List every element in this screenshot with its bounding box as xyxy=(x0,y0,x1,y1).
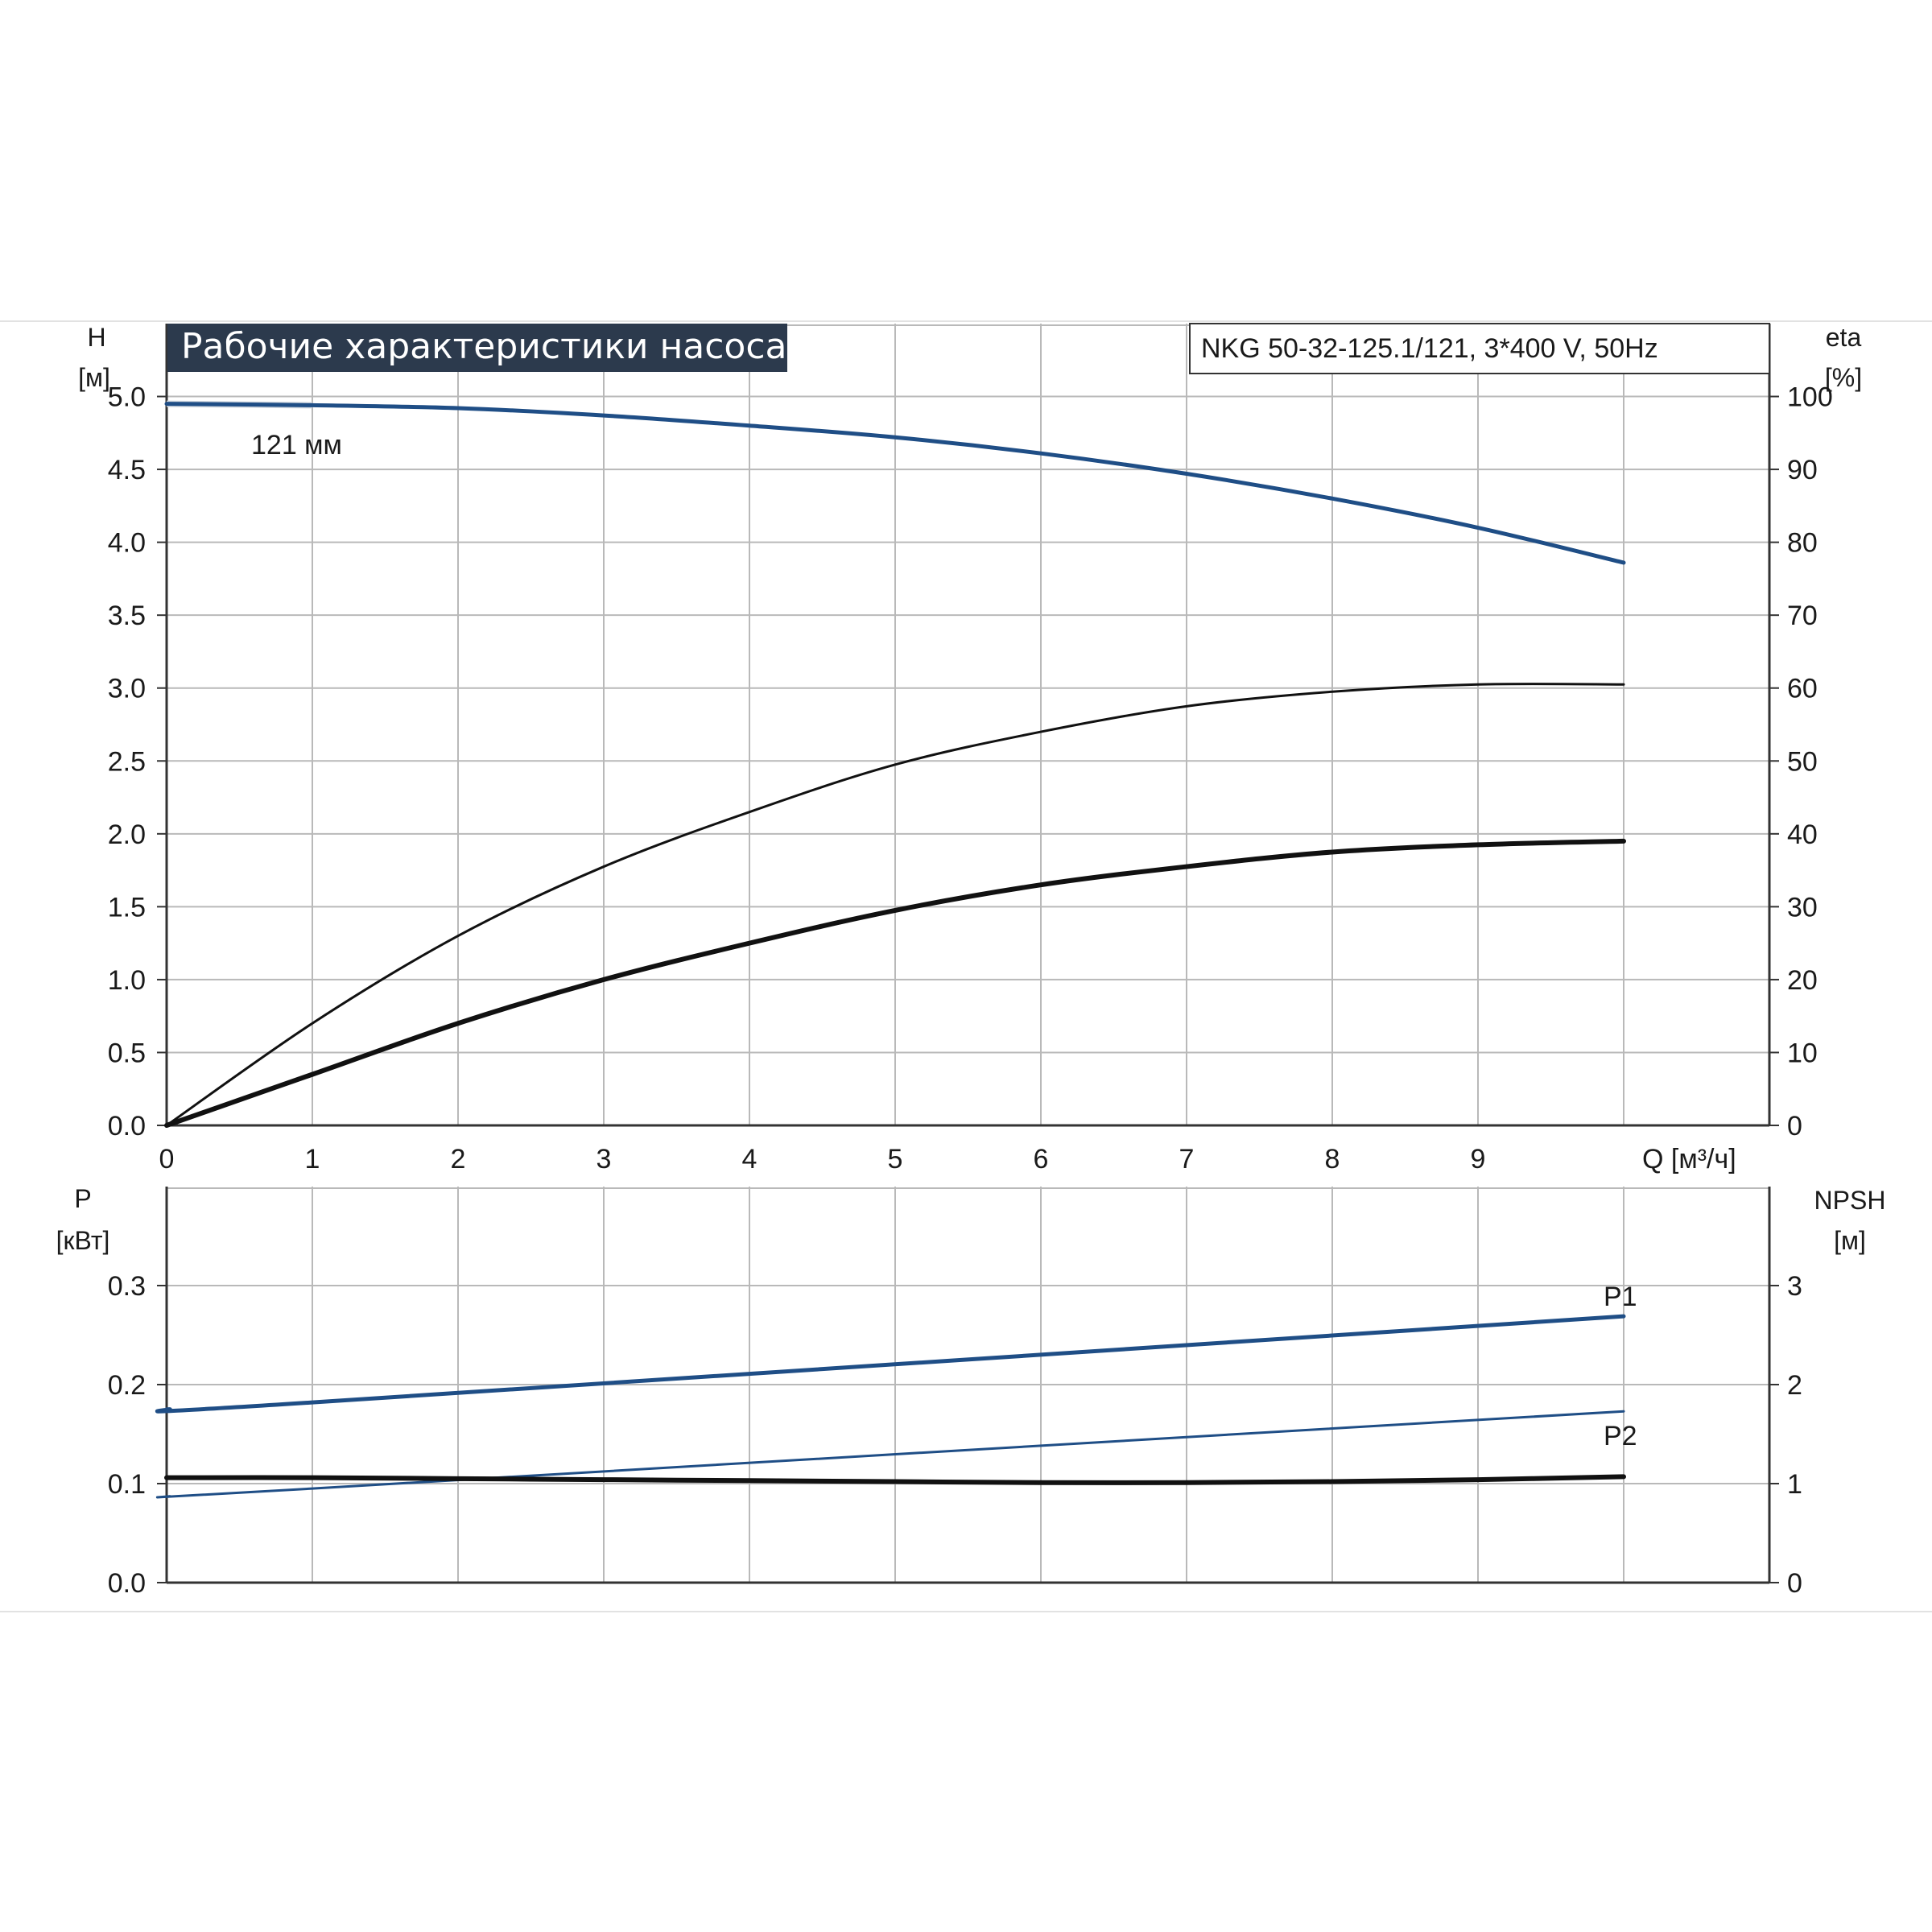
x-tick-label: 8 xyxy=(1325,1144,1340,1174)
impeller-annotation: 121 мм xyxy=(251,430,342,460)
series-line-2 xyxy=(164,1474,1626,1485)
right-tick-label: 60 xyxy=(1787,674,1818,704)
model-label: NKG 50-32-125.1/121, 3*400 V, 50Hz xyxy=(1201,333,1658,364)
title-background xyxy=(167,324,787,372)
q-axis-label: Q [м³/ч] xyxy=(1642,1144,1736,1174)
lower-grid xyxy=(165,1187,1771,1584)
series-line-2 xyxy=(164,838,1626,1128)
right-tick-label: 20 xyxy=(1787,965,1818,996)
eta-axis-label: eta xyxy=(1826,323,1862,352)
left-tick-label: 0.2 xyxy=(108,1370,146,1401)
x-tick-label: 9 xyxy=(1471,1144,1486,1174)
p-axis-label: P xyxy=(74,1184,91,1213)
left-tick-label: 2.0 xyxy=(108,819,146,850)
series-line-0 xyxy=(155,1314,1626,1414)
left-tick-label: 3.5 xyxy=(108,601,146,631)
model-label-frame xyxy=(1189,323,1770,374)
x-tick-label: 6 xyxy=(1034,1144,1049,1174)
eta-axis-unit: [%] xyxy=(1825,363,1862,392)
left-tick-label: 4.5 xyxy=(108,455,146,485)
left-tick-label: 1.5 xyxy=(108,892,146,923)
left-tick-label: 3.0 xyxy=(108,674,146,704)
chart-title-box: Рабочие характеристики насоса xyxy=(167,324,787,372)
right-tick-label: 80 xyxy=(1787,528,1818,559)
x-tick-label: 1 xyxy=(305,1144,320,1174)
upper-tick-labels: 0.00.51.01.52.02.53.03.54.04.55.00102030… xyxy=(108,382,1833,1174)
left-tick-label: 0.1 xyxy=(108,1469,146,1500)
x-tick-label: 2 xyxy=(451,1144,466,1174)
series-label-p2: P2 xyxy=(1604,1421,1637,1451)
p-axis-unit: [кВт] xyxy=(56,1226,110,1255)
right-tick-label: 100 xyxy=(1787,382,1833,413)
x-tick-label: 0 xyxy=(159,1144,175,1174)
right-tick-label: 70 xyxy=(1787,601,1818,631)
right-tick-label: 0 xyxy=(1787,1111,1802,1141)
left-tick-label: 1.0 xyxy=(108,965,146,996)
x-tick-label: 4 xyxy=(742,1144,758,1174)
upper-grid xyxy=(165,324,1771,1127)
left-tick-label: 5.0 xyxy=(108,382,146,413)
right-tick-label: 1 xyxy=(1787,1469,1802,1500)
chart-title: Рабочие характеристики насоса xyxy=(181,326,786,367)
right-tick-label: 90 xyxy=(1787,455,1818,485)
series-line-1 xyxy=(155,1410,1625,1499)
lower-series xyxy=(155,1314,1626,1499)
left-tick-label: 0.0 xyxy=(108,1111,146,1141)
series-line-1 xyxy=(165,683,1625,1127)
right-tick-label: 0 xyxy=(1787,1568,1802,1599)
series-label-p1: P1 xyxy=(1604,1282,1637,1312)
x-tick-label: 7 xyxy=(1179,1144,1195,1174)
right-tick-label: 3 xyxy=(1787,1271,1802,1302)
left-tick-label: 0.0 xyxy=(108,1568,146,1599)
series-line-0 xyxy=(164,402,1626,565)
left-tick-label: 0.5 xyxy=(108,1038,146,1068)
left-tick-label: 4.0 xyxy=(108,528,146,559)
npsh-axis-label: NPSH xyxy=(1814,1186,1886,1215)
h-axis-unit: [м] xyxy=(78,363,110,392)
h-axis-label: H xyxy=(87,323,105,352)
right-tick-label: 2 xyxy=(1787,1370,1802,1401)
right-tick-label: 30 xyxy=(1787,892,1818,923)
left-tick-label: 0.3 xyxy=(108,1271,146,1302)
right-tick-label: 10 xyxy=(1787,1038,1818,1068)
right-tick-label: 50 xyxy=(1787,746,1818,777)
model-label-box: NKG 50-32-125.1/121, 3*400 V, 50Hz xyxy=(1189,323,1770,374)
lower-tick-labels: 0.0 0.1 0.2 0.3 0 1 2 3 xyxy=(108,1271,1802,1599)
x-tick-label: 3 xyxy=(597,1144,612,1174)
x-tick-label: 5 xyxy=(888,1144,903,1174)
upper-series xyxy=(164,400,1626,1128)
left-tick-label: 2.5 xyxy=(108,746,146,777)
right-tick-label: 40 xyxy=(1787,819,1818,850)
npsh-axis-unit: [м] xyxy=(1834,1226,1866,1255)
